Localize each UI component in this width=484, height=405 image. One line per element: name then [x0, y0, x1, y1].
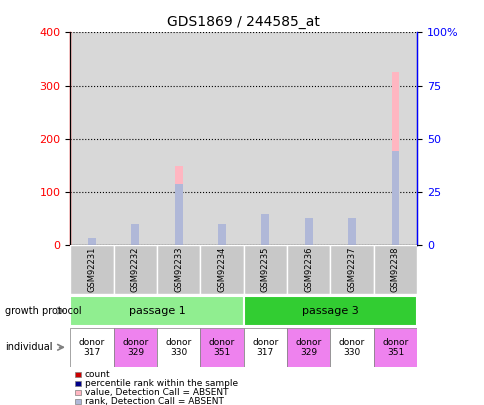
Bar: [70, 328, 113, 367]
Text: donor
317: donor 317: [79, 338, 105, 357]
Text: donor
351: donor 351: [209, 338, 235, 357]
Text: passage 3: passage 3: [302, 306, 358, 316]
Text: GSM92237: GSM92237: [347, 247, 356, 292]
Title: GDS1869 / 244585_at: GDS1869 / 244585_at: [167, 15, 319, 29]
Bar: [131, 230, 139, 245]
Bar: [261, 217, 269, 245]
Bar: [348, 218, 355, 245]
Bar: [200, 245, 243, 294]
Bar: [287, 245, 330, 294]
Bar: [200, 328, 243, 367]
Bar: [174, 184, 182, 245]
Bar: [304, 218, 312, 245]
Text: GSM92231: GSM92231: [87, 247, 96, 292]
Text: donor
351: donor 351: [381, 338, 408, 357]
Text: individual: individual: [5, 342, 52, 352]
Text: GSM92234: GSM92234: [217, 247, 226, 292]
Text: GSM92236: GSM92236: [303, 247, 313, 292]
Text: growth protocol: growth protocol: [5, 306, 81, 316]
Bar: [391, 151, 398, 245]
Bar: [373, 328, 416, 367]
Bar: [131, 224, 139, 245]
Text: GSM92235: GSM92235: [260, 247, 269, 292]
Text: donor
330: donor 330: [165, 338, 191, 357]
Text: donor
329: donor 329: [295, 338, 321, 357]
Text: donor
330: donor 330: [338, 338, 364, 357]
Bar: [113, 245, 157, 294]
Bar: [330, 328, 373, 367]
Bar: [218, 230, 226, 245]
Bar: [70, 245, 113, 294]
Text: percentile rank within the sample: percentile rank within the sample: [85, 379, 238, 388]
Bar: [243, 245, 287, 294]
Bar: [218, 224, 226, 245]
Text: count: count: [85, 370, 110, 379]
Bar: [243, 328, 287, 367]
Bar: [243, 296, 416, 326]
Bar: [113, 328, 157, 367]
Bar: [88, 238, 96, 245]
Text: passage 1: passage 1: [128, 306, 185, 316]
Bar: [174, 166, 182, 245]
Bar: [348, 224, 355, 245]
Bar: [304, 224, 312, 245]
Bar: [330, 245, 373, 294]
Bar: [157, 245, 200, 294]
Bar: [261, 214, 269, 245]
Text: GSM92233: GSM92233: [174, 247, 183, 292]
Bar: [373, 245, 416, 294]
Text: GSM92232: GSM92232: [131, 247, 139, 292]
Bar: [391, 72, 398, 245]
Bar: [88, 242, 96, 245]
Bar: [157, 328, 200, 367]
Bar: [287, 328, 330, 367]
Text: rank, Detection Call = ABSENT: rank, Detection Call = ABSENT: [85, 397, 223, 405]
Text: donor
329: donor 329: [122, 338, 148, 357]
Text: donor
317: donor 317: [252, 338, 278, 357]
Bar: [70, 296, 243, 326]
Text: GSM92238: GSM92238: [390, 247, 399, 292]
Text: value, Detection Call = ABSENT: value, Detection Call = ABSENT: [85, 388, 228, 397]
